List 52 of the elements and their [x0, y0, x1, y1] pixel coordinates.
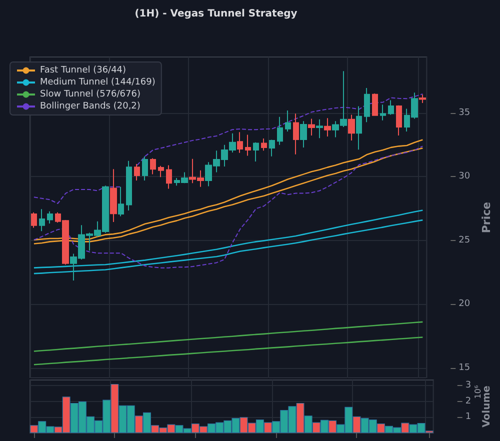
legend-label: Bollinger Bands (20,2) [40, 102, 140, 112]
y-axis-title: Volume [482, 385, 492, 428]
y-tick-label: 25 [458, 235, 470, 246]
candlestick [348, 114, 355, 142]
line-series [33, 336, 424, 366]
candlestick [396, 104, 402, 136]
candlestick [237, 132, 243, 154]
candlestick [316, 118, 323, 139]
candlestick [47, 210, 53, 224]
candlestick [39, 208, 45, 232]
y-tick-label: 2 [465, 396, 472, 406]
line-series [33, 210, 424, 268]
line-series [33, 219, 424, 274]
candlestick [372, 93, 378, 116]
candlestick [419, 94, 426, 104]
y-axis-title: Price [480, 202, 493, 234]
chart-title: (1H) - Vegas Tunnel Strategy [134, 8, 298, 20]
candlestick [324, 118, 331, 137]
candlestick [300, 120, 307, 148]
candlestick [31, 212, 37, 228]
candlestick [356, 106, 362, 150]
candlestick [364, 87, 370, 123]
y-tick-label: 20 [458, 299, 470, 310]
candlestick [261, 138, 267, 152]
legend-label: Slow Tunnel (576/676) [40, 90, 140, 100]
candlestick [308, 118, 315, 136]
candlestick [269, 139, 275, 157]
candlestick [380, 104, 386, 121]
candlestick [142, 156, 148, 182]
y-tick-label: 3 [465, 380, 472, 391]
candlestick [166, 164, 172, 190]
candlestick [150, 158, 156, 175]
text: 10⁶ [474, 385, 482, 399]
y-tick-label: 35 [458, 108, 470, 118]
candlestick [134, 164, 140, 182]
legend-label: Medium Tunnel (144/169) [40, 78, 156, 88]
candlestick [293, 113, 299, 155]
legend-label: Fast Tunnel (36/44) [40, 66, 126, 76]
candlestick [126, 160, 132, 211]
y-tick-label: 15 [458, 362, 470, 373]
candlestick [245, 134, 251, 156]
candlestick [253, 142, 259, 162]
candlestick [277, 116, 283, 146]
line-series [33, 146, 424, 268]
y-tick-label: 1 [465, 412, 472, 422]
candlestick [285, 110, 291, 132]
y-tick-label: 30 [458, 172, 470, 182]
candlestick [158, 165, 164, 178]
candlestick [388, 100, 394, 116]
line-series [33, 321, 424, 352]
candlestick [110, 168, 117, 222]
candlestick [118, 186, 124, 217]
